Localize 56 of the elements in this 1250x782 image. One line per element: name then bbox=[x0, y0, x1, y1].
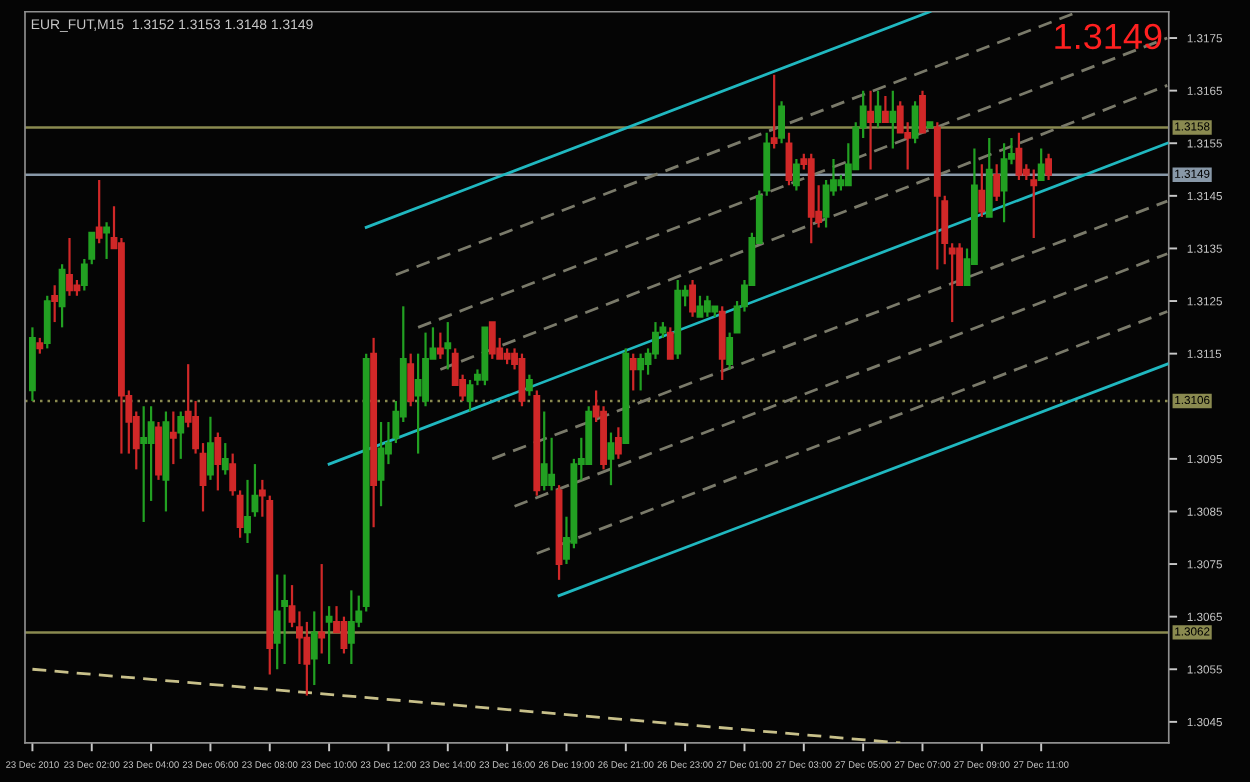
candlestick bbox=[95, 178, 103, 245]
candlestick bbox=[881, 94, 889, 124]
candlestick bbox=[726, 331, 734, 371]
candlestick bbox=[1000, 142, 1008, 224]
candlestick bbox=[548, 436, 556, 492]
candlestick bbox=[310, 610, 318, 687]
candlestick bbox=[169, 410, 177, 466]
candlestick bbox=[43, 294, 51, 350]
candlestick bbox=[919, 89, 926, 134]
candlestick bbox=[540, 410, 548, 492]
candlestick bbox=[103, 221, 111, 261]
candlestick bbox=[629, 352, 637, 392]
candlestick bbox=[58, 263, 66, 329]
candlestick bbox=[140, 405, 148, 524]
candlestick bbox=[1015, 131, 1023, 182]
candlestick bbox=[51, 284, 59, 324]
candlestick bbox=[703, 294, 711, 318]
candlestick bbox=[177, 410, 185, 460]
candlestick bbox=[273, 573, 281, 671]
candlestick bbox=[207, 415, 214, 481]
candlestick bbox=[985, 136, 993, 218]
candlestick bbox=[347, 589, 355, 666]
candlestick bbox=[1045, 152, 1053, 182]
candlestick bbox=[792, 157, 800, 192]
candlestick bbox=[214, 431, 222, 492]
candlestick bbox=[407, 352, 415, 408]
candlestick bbox=[1037, 147, 1045, 182]
candlestick bbox=[281, 573, 289, 666]
candlestick bbox=[221, 441, 229, 476]
candlestick bbox=[66, 236, 73, 297]
candlestick bbox=[155, 420, 162, 481]
candlestick bbox=[770, 73, 778, 150]
candlestick bbox=[436, 331, 444, 361]
candlestick bbox=[889, 89, 897, 150]
candlestick bbox=[488, 320, 496, 361]
candlestick bbox=[867, 89, 875, 171]
candlestick bbox=[978, 163, 986, 218]
candlestick bbox=[696, 294, 704, 318]
candlestick bbox=[785, 131, 793, 187]
candlestick bbox=[414, 352, 422, 455]
candlestick bbox=[666, 326, 674, 361]
candlestick bbox=[607, 431, 615, 487]
candlestick bbox=[911, 100, 919, 145]
candlestick bbox=[778, 100, 785, 145]
candlestick bbox=[718, 305, 726, 382]
candlestick bbox=[689, 278, 696, 318]
annotation: 1.3149 bbox=[1055, 23, 1162, 50]
candlestick bbox=[318, 562, 326, 655]
candlestick bbox=[325, 605, 333, 666]
candlestick bbox=[444, 320, 452, 371]
candlestick bbox=[614, 426, 622, 460]
candlestick bbox=[525, 373, 533, 397]
candlestick bbox=[377, 420, 385, 508]
candlestick bbox=[1030, 168, 1038, 240]
candlestick bbox=[993, 163, 1001, 203]
candlestick bbox=[637, 352, 645, 392]
